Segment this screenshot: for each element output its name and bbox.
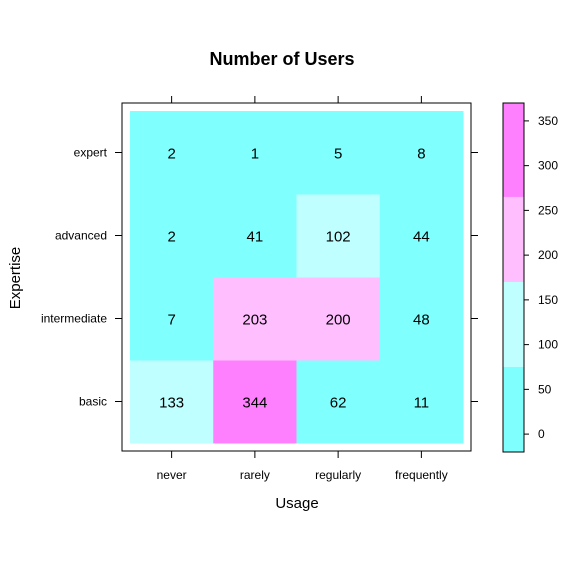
cell-value-label: 1 [251,146,259,163]
cell-value-label: 62 [330,395,347,412]
heatmap-cell-intermediate-rarely [213,277,297,361]
heatmap-cell-intermediate-never [130,277,214,361]
colorbar: 0 50 100 150 200 250 300 350 [502,102,558,453]
heatmap-cell-basic-frequently [379,360,464,444]
heatmap-cell-expert-frequently [379,111,464,195]
heatmap-cell-advanced-frequently [379,194,464,278]
heatmap-cell-advanced-regularly [296,194,381,278]
y-tick-label: advanced [55,229,107,243]
colorbar-tick-label: 150 [538,293,558,307]
cell-value-label: 7 [167,312,175,329]
cell-value-label: 344 [242,395,267,412]
cell-value-label: 5 [334,146,342,163]
cell-value-label: 11 [414,395,430,412]
colorbar-bin [503,281,524,367]
heatmap-cell-expert-never [130,111,214,195]
heatmap-cell-expert-regularly [296,111,381,195]
x-tick-label: frequently [395,468,448,482]
colorbar-tick-label: 50 [538,382,552,396]
colorbar-bin [503,103,524,197]
heatmap-cell-basic-never [130,360,214,444]
heatmap-cells [130,111,464,444]
colorbar-tick-label: 0 [538,427,545,441]
cell-value-label: 44 [413,229,430,246]
colorbar-tick-label: 350 [538,114,558,128]
axes: never rarely regularly frequently basic inter… [41,96,478,482]
cell-value-label: 48 [413,312,430,329]
colorbar-border [502,102,525,453]
colorbar-bin [503,366,524,452]
cell-value-label: 203 [242,312,267,329]
heatmap-cell-expert-rarely [213,111,297,195]
heatmap-cell-labels: 133 344 62 11 7 203 200 48 2 41 102 44 2 1 5 8 [159,146,430,412]
colorbar-tick-label: 300 [538,159,558,173]
heatmap-cell-basic-rarely [213,360,297,444]
y-tick-label: basic [79,395,107,409]
y-axis-label: Expertise [7,247,24,310]
y-tick-label: intermediate [41,312,107,326]
x-tick-label: regularly [315,468,361,482]
cell-value-label: 8 [417,146,425,163]
heatmap-cell-intermediate-regularly [296,277,381,361]
x-tick-label: never [157,468,187,482]
cell-value-label: 102 [326,229,351,246]
cell-value-label: 133 [159,395,184,412]
heatmap-cell-intermediate-frequently [379,277,464,361]
colorbar-bin [503,196,524,282]
x-axis-label: Usage [275,495,318,512]
heatmap-cell-basic-regularly [296,360,381,444]
chart-title: Number of Users [209,49,354,69]
heatmap-cell-advanced-rarely [213,194,297,278]
heatmap-cell-advanced-never [130,194,214,278]
colorbar-tick-label: 200 [538,248,558,262]
x-tick-label: rarely [240,468,270,482]
colorbar-tick-label: 100 [538,338,558,352]
panel-border [121,102,472,452]
cell-value-label: 2 [167,146,175,163]
cell-value-label: 41 [247,229,264,246]
cell-value-label: 200 [326,312,351,329]
y-tick-label: expert [74,146,108,160]
colorbar-tick-label: 250 [538,203,558,217]
cell-value-label: 2 [167,229,175,246]
